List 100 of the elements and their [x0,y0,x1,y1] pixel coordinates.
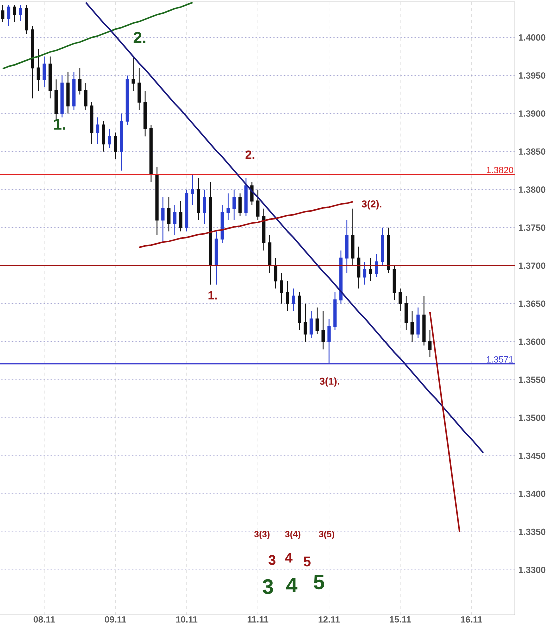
x-tick-label: 09.11 [105,616,126,623]
candlestick [422,296,426,346]
annotation: 3(3) [254,530,270,540]
candlestick [416,307,420,339]
candlestick [203,189,206,225]
y-tick-label: 1.3350 [519,528,546,536]
candlestick [280,273,284,304]
candlestick [428,330,432,358]
annotation: 3(4) [285,530,301,540]
candlestick [226,193,230,221]
candlestick [1,4,5,23]
candlestick [96,117,100,145]
candlestick [30,26,34,100]
candlestick [398,288,402,312]
candlestick [90,102,94,145]
candlestick [345,220,349,274]
candlestick [322,311,325,350]
annotation: 1. [54,118,66,130]
x-tick-label: 16.11 [461,616,482,623]
candlestick [72,72,76,110]
y-tick-label: 1.3900 [519,110,546,117]
candlestick [310,311,314,339]
candlestick [36,48,40,92]
y-tick-label: 1.3550 [519,376,546,384]
candlestick [410,311,414,342]
candlestick [156,166,159,236]
candlestick [42,56,46,88]
y-tick-label: 1.3300 [519,566,546,574]
y-tick-label: 1.3800 [519,186,546,194]
candlestick [48,56,52,100]
candlestick [369,258,372,282]
candlestick [144,90,147,138]
annotation: 3 [262,579,274,594]
ref-line-label: 1.3571 [487,356,514,363]
candlestick [132,56,136,92]
candlestick [150,124,153,183]
candlestick [328,318,331,364]
candlestick [167,197,171,232]
candlestick [381,227,384,266]
annotation: 1. [208,291,218,300]
candlestick [363,262,367,286]
x-tick-label: 15.11 [390,616,412,623]
candlestick [304,303,308,342]
candlestick [19,4,22,22]
y-tick-label: 1.3750 [519,224,546,232]
candlestick [7,4,11,27]
candlestick [179,200,183,232]
candlestick [238,193,242,217]
candlestick [102,120,106,152]
candlestick [214,231,218,286]
y-tick-label: 1.3450 [519,452,546,460]
candlestick [351,208,355,266]
candlestick [84,82,88,110]
candlestick [340,250,343,304]
candlestick [334,292,337,331]
line-series [429,312,461,533]
candlestick [162,197,165,244]
candlestick [60,75,64,118]
y-tick-label: 1.3650 [519,300,546,308]
candlestick [78,68,82,96]
candlestick [292,288,296,312]
annotation: 2. [246,150,255,160]
candlestick [250,182,254,206]
y-tick-label: 1.3950 [519,72,546,79]
candlestick [256,189,260,221]
candlestick [13,4,16,23]
annotation: 4 [285,553,293,563]
candlestick [191,174,194,206]
y-tick-label: 1.3600 [519,338,546,346]
candlestick [120,113,124,172]
candlestick [25,4,28,34]
candlestick [244,178,248,217]
annotation: 3(2). [362,200,382,210]
annotation: 4 [286,578,298,593]
candlestick [386,227,390,274]
x-tick-label: 08.11 [34,616,56,623]
annotation: 3 [268,555,276,566]
candlestick [114,132,118,160]
annotation: 5 [314,575,324,590]
candlestick [108,128,112,148]
candlestick [197,178,200,221]
candlestick [375,254,378,278]
y-tick-label: 1.3500 [519,414,546,422]
annotation: 2. [134,32,146,44]
candlestick [298,292,302,331]
candlestick [357,246,361,290]
candlestick [316,307,320,335]
candlestick [274,258,278,290]
y-tick-label: 1.3400 [519,490,546,498]
line-series [138,201,354,248]
y-tick-label: 1.3850 [519,148,546,155]
candlestick [173,204,177,236]
candlestick [66,72,70,114]
x-tick-label: 10.11 [176,616,198,623]
candlestick [138,68,142,110]
x-tick-label: 12.11 [318,616,340,623]
annotation: 3(5) [319,530,334,540]
y-tick-label: 1.4000 [519,34,546,41]
annotation: 3(1). [320,378,340,387]
annotation: 5 [304,556,311,567]
